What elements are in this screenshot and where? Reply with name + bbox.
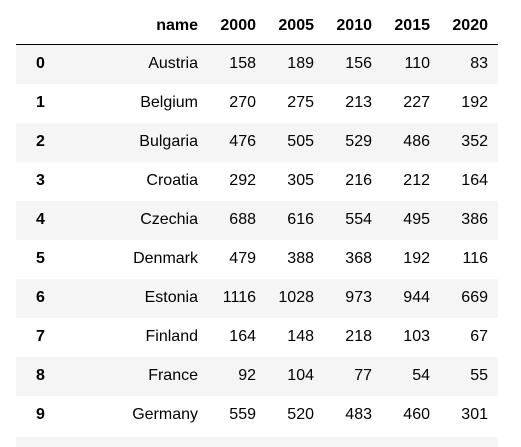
header-2000: 2000 [208, 8, 266, 45]
cell-name: Germany [132, 406, 198, 423]
cell-2015: 110 [404, 55, 430, 73]
cell-2005: 1028 [278, 289, 314, 306]
cell-2000: 1116 [222, 289, 256, 306]
cell-2010: 483 [345, 406, 372, 423]
table-row: 8 France 92 104 77 54 55 [16, 356, 498, 396]
header-2005: 2005 [266, 8, 324, 45]
row-index: 8 [36, 367, 45, 384]
header-2015: 2015 [382, 8, 440, 45]
cell-2020: 386 [461, 211, 488, 228]
cell-2020: 55 [470, 367, 488, 384]
header-2010: 2010 [324, 8, 382, 45]
cell-2000: 559 [229, 406, 256, 423]
cell-2015: 227 [403, 94, 430, 111]
table-row: 7 Finland 164 148 218 103 67 [16, 317, 498, 357]
cell-2020: 83 [470, 55, 488, 73]
cell-2020: 116 [462, 250, 488, 267]
cell-2010: 213 [345, 94, 372, 111]
cell-2000: 270 [229, 94, 256, 111]
table-header: name 2000 2005 2010 2015 2020 [16, 8, 498, 45]
cell-2010: 77 [354, 367, 372, 384]
cell-name: Denmark [133, 250, 198, 267]
table-row: 6 Estonia 1116 1028 973 944 669 [16, 278, 498, 318]
row-index: 7 [36, 328, 45, 345]
cell-2000: 476 [229, 133, 256, 150]
cell-2020: 192 [461, 94, 488, 111]
table-row-partial [16, 437, 498, 447]
row-index: 9 [36, 406, 45, 423]
table-body: 0 Austria 158 189 156 110 83 1 Belgium 2… [16, 44, 498, 435]
cell-name: Czechia [140, 211, 198, 228]
cell-2015: 944 [403, 289, 430, 306]
cell-2005: 505 [287, 133, 314, 150]
cell-2020: 352 [461, 133, 488, 150]
cell-2005: 616 [287, 211, 314, 228]
cell-2005: 148 [287, 328, 314, 345]
cell-2010: 216 [345, 172, 372, 189]
header-name: name [78, 8, 208, 45]
cell-2005: 305 [287, 172, 314, 189]
row-index: 3 [36, 172, 45, 189]
table-row: 3 Croatia 292 305 216 212 164 [16, 161, 498, 201]
header-row: name 2000 2005 2010 2015 2020 [16, 8, 498, 45]
cell-2015: 192 [403, 250, 430, 267]
table-row: 4 Czechia 688 616 554 495 386 [16, 200, 498, 240]
cell-2005: 520 [287, 406, 314, 423]
cell-2020: 669 [461, 289, 488, 306]
cell-2005: 189 [287, 55, 314, 73]
header-2020: 2020 [440, 8, 498, 45]
cell-2005: 388 [287, 250, 314, 267]
table-row: 9 Germany 559 520 483 460 301 [16, 395, 498, 435]
cell-name: Croatia [146, 172, 198, 189]
row-index: 4 [36, 211, 45, 228]
cell-2000: 92 [238, 367, 256, 384]
cell-2020: 301 [461, 406, 488, 423]
cell-2010: 368 [345, 250, 372, 267]
cell-2015: 460 [403, 406, 430, 423]
row-index: 2 [36, 133, 45, 150]
cell-2010: 156 [345, 55, 372, 73]
row-index: 1 [36, 94, 45, 111]
row-index: 0 [36, 55, 45, 73]
row-index: 5 [36, 250, 45, 267]
cell-2010: 218 [345, 328, 372, 345]
cell-2015: 212 [403, 172, 430, 189]
table-row: 2 Bulgaria 476 505 529 486 352 [16, 122, 498, 162]
table-row: 5 Denmark 479 388 368 192 116 [16, 239, 498, 279]
cell-2020: 164 [461, 172, 488, 189]
cell-2005: 275 [287, 94, 314, 111]
table-row: 1 Belgium 270 275 213 227 192 [16, 83, 498, 123]
dataframe-output: name 2000 2005 2010 2015 2020 0 Austria … [16, 8, 498, 435]
cell-name: Finland [145, 328, 198, 345]
cell-2015: 486 [403, 133, 430, 150]
cell-2000: 164 [229, 328, 256, 345]
cell-2000: 688 [229, 211, 256, 228]
cell-2000: 479 [229, 250, 256, 267]
cell-2010: 973 [345, 289, 372, 306]
cell-2010: 554 [345, 211, 372, 228]
table-row: 0 Austria 158 189 156 110 83 [16, 44, 498, 84]
cell-2010: 529 [345, 133, 372, 150]
cell-2015: 495 [403, 211, 430, 228]
cell-name: Belgium [140, 94, 198, 111]
cell-2020: 67 [470, 328, 488, 345]
cell-2005: 104 [287, 367, 314, 384]
row-index: 6 [36, 289, 45, 306]
cell-name: Bulgaria [139, 133, 198, 150]
cell-name: France [148, 367, 198, 384]
cell-2000: 158 [229, 55, 256, 73]
cell-name: Austria [148, 55, 198, 73]
cell-name: Estonia [144, 289, 198, 306]
cell-2015: 103 [403, 328, 430, 345]
cell-2015: 54 [412, 367, 430, 384]
cell-2000: 292 [229, 172, 256, 189]
dataframe-table: name 2000 2005 2010 2015 2020 0 Austria … [16, 8, 498, 435]
header-index [16, 8, 78, 45]
